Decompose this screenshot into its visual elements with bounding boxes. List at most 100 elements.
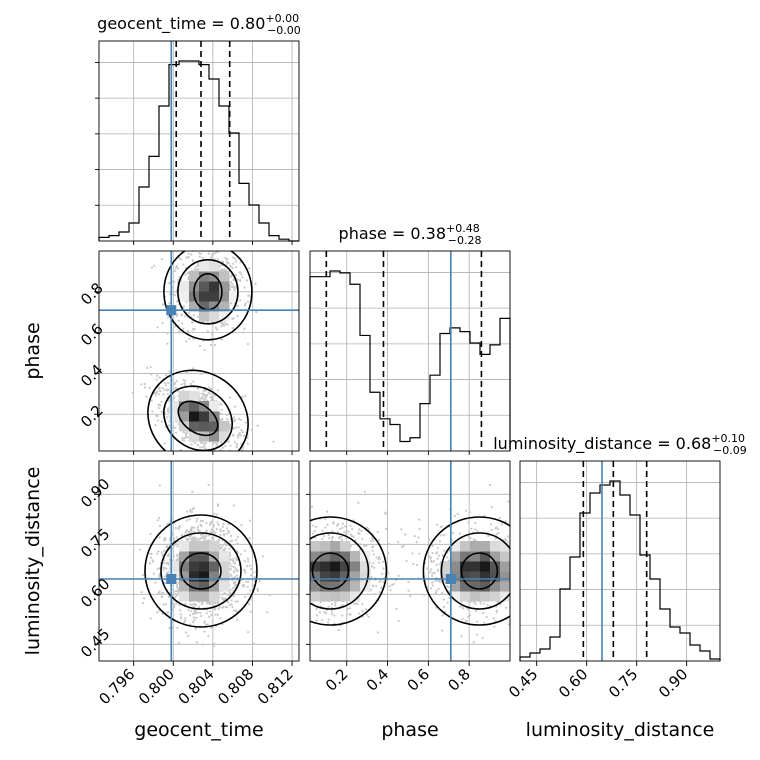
- sample-point: [276, 564, 278, 566]
- sample-point: [189, 451, 191, 453]
- sample-point: [303, 515, 305, 517]
- sample-point: [228, 453, 230, 455]
- sample-point: [263, 549, 265, 551]
- panel-frame-2d: [98, 250, 300, 452]
- sample-point: [201, 446, 205, 449]
- sample-point: [190, 527, 193, 530]
- sample-point: [395, 607, 398, 610]
- sample-point: [214, 326, 217, 329]
- sample-point: [315, 619, 318, 622]
- sample-point: [192, 605, 195, 609]
- sample-point: [280, 574, 282, 576]
- sample-point: [191, 621, 195, 624]
- sample-point: [516, 583, 518, 585]
- sample-point: [186, 372, 190, 375]
- ytick-label-luminosity_distance: 0.75: [77, 525, 113, 561]
- sample-point: [217, 523, 220, 526]
- sample-point: [208, 386, 211, 389]
- sample-point: [443, 549, 446, 552]
- sample-point: [224, 256, 227, 259]
- sample-point: [217, 389, 220, 392]
- sample-point: [370, 588, 373, 591]
- sample-point: [193, 267, 196, 270]
- density-cell: [310, 551, 321, 562]
- sample-point: [189, 602, 192, 606]
- sample-point: [194, 609, 197, 612]
- sample-point: [173, 606, 176, 609]
- sample-point: [202, 389, 205, 392]
- sample-point: [203, 348, 206, 352]
- sample-point: [386, 557, 389, 560]
- sample-point: [441, 629, 444, 632]
- sample-point: [199, 441, 203, 444]
- sample-point: [301, 552, 303, 554]
- sample-point: [266, 603, 268, 605]
- sample-point: [550, 522, 552, 524]
- density-cell: [219, 311, 230, 322]
- sample-point: [285, 612, 287, 614]
- sample-point: [187, 436, 190, 439]
- sample-point: [326, 621, 330, 624]
- sample-point: [389, 589, 392, 592]
- sample-point: [338, 536, 341, 539]
- sample-point: [246, 585, 249, 588]
- sample-point: [166, 393, 169, 396]
- sample-point: [163, 561, 166, 564]
- sample-point: [333, 604, 337, 607]
- density-cell: [480, 561, 491, 572]
- sample-point: [191, 539, 194, 542]
- sample-point: [354, 539, 357, 542]
- density-cell: [209, 311, 220, 322]
- sample-point: [335, 524, 339, 527]
- sample-point: [306, 585, 308, 587]
- sample-point: [415, 563, 419, 567]
- sample-point: [300, 601, 302, 603]
- sample-point: [232, 317, 235, 320]
- density-cell: [330, 561, 341, 572]
- sample-point: [196, 387, 200, 390]
- sample-point: [223, 268, 226, 271]
- sample-point: [446, 556, 449, 559]
- sample-point: [232, 609, 235, 612]
- sample-point: [237, 436, 240, 439]
- sample-point: [376, 631, 380, 634]
- sample-point: [153, 264, 156, 267]
- sample-point: [306, 579, 308, 581]
- density-cell: [340, 551, 351, 562]
- sample-point: [213, 252, 216, 255]
- sample-point: [160, 420, 163, 423]
- density-cell: [189, 551, 200, 562]
- density-cell: [450, 551, 461, 562]
- sample-point: [511, 553, 513, 555]
- sample-point: [528, 555, 530, 557]
- sample-point: [436, 523, 439, 526]
- yaxis-label-phase: phase: [22, 322, 44, 379]
- sample-point: [208, 615, 211, 618]
- sample-point: [202, 398, 206, 402]
- density-cell: [169, 411, 180, 422]
- sample-point: [392, 582, 395, 585]
- panel-title-geocent_time: geocent_time = 0.80+0.00 −0.00: [97, 12, 301, 37]
- sample-point: [272, 440, 275, 443]
- sample-point: [328, 537, 331, 540]
- sample-point: [397, 540, 400, 544]
- sample-point: [149, 365, 152, 369]
- sample-point: [494, 537, 497, 540]
- sample-point: [158, 516, 161, 520]
- density-cell: [360, 571, 371, 582]
- sample-point: [153, 391, 156, 395]
- sample-point: [303, 560, 305, 562]
- sample-point: [149, 532, 152, 536]
- sample-point: [166, 332, 169, 335]
- sample-point: [407, 589, 410, 592]
- density-cell: [340, 561, 351, 572]
- sample-point: [173, 596, 176, 599]
- sample-point: [236, 570, 239, 573]
- sample-point: [511, 530, 513, 532]
- sample-point: [435, 589, 438, 592]
- sample-point: [476, 620, 479, 623]
- sample-point: [197, 529, 200, 533]
- sample-point: [174, 426, 177, 429]
- sample-point: [216, 258, 220, 261]
- sample-point: [190, 530, 193, 534]
